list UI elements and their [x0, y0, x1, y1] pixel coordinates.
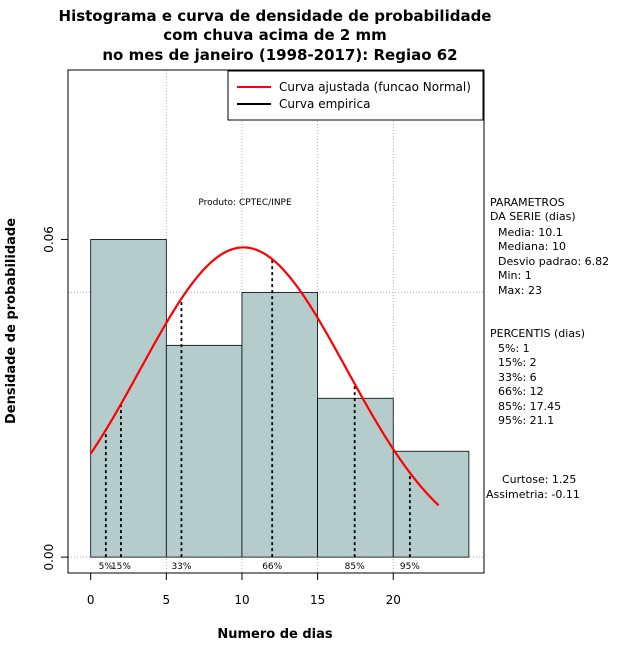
histogram-bar	[90, 239, 167, 558]
percentile-33: 33%: 6	[498, 371, 537, 384]
legend-box	[227, 70, 484, 121]
chart-title-line-1: Histograma e curva de densidade de proba…	[59, 7, 492, 25]
legend: Curva ajustada (funcao Normal) Curva emp…	[227, 70, 484, 121]
x-tick-label: 10	[234, 593, 249, 607]
stat-skewness: Assimetria: -0.11	[486, 488, 580, 501]
percentile-15: 15%: 2	[498, 356, 537, 369]
percentile-95: 95%: 21.1	[498, 414, 554, 427]
percentile-label: 5%	[99, 562, 114, 572]
percentile-85: 85%: 17.45	[498, 400, 561, 413]
percentile-label: 15%	[111, 562, 131, 572]
y-tick-label: 0.00	[42, 544, 56, 571]
params-header-line-1: PARAMETROS	[490, 196, 565, 209]
x-tick-label: 5	[163, 593, 171, 607]
percentile-5: 5%: 1	[498, 342, 530, 355]
x-axis: 0 5 10 15 20	[87, 572, 401, 607]
y-tick-label: 0.06	[42, 226, 56, 253]
percentile-label: 66%	[262, 562, 282, 572]
param-median: Mediana: 10	[498, 240, 566, 253]
param-mean: Media: 10.1	[498, 226, 563, 239]
product-credit: Produto: CPTEC/INPE	[198, 198, 292, 208]
legend-label-fitted: Curva ajustada (funcao Normal)	[279, 80, 471, 94]
fitted-normal-curve	[89, 246, 440, 507]
param-max: Max: 23	[498, 284, 542, 297]
histogram-bar	[165, 344, 243, 558]
x-tick-label: 20	[386, 593, 401, 607]
percentile-label: 85%	[345, 562, 365, 572]
chart-title: Histograma e curva de densidade de proba…	[59, 7, 492, 64]
percentiles-header: PERCENTIS (dias)	[490, 327, 585, 340]
legend-label-empirical: Curva empirica	[279, 97, 370, 111]
stat-kurtosis: Curtose: 1.25	[502, 473, 576, 486]
params-header-line-2: DA SERIE (dias)	[490, 210, 576, 223]
x-axis-title: Numero de dias	[217, 627, 333, 642]
param-min: Min: 1	[498, 269, 532, 282]
x-tick-label: 15	[310, 593, 325, 607]
percentile-lines: 5%15% 33% 66% 85% 95%	[99, 259, 420, 572]
percentile-label: 33%	[171, 562, 191, 572]
percentile-label: 95%	[400, 562, 420, 572]
percentile-66: 66%: 12	[498, 385, 544, 398]
x-tick-label: 0	[87, 593, 95, 607]
histogram-bars	[90, 239, 470, 558]
chart-title-line-3: no mes de janeiro (1998-2017): Regiao 62	[102, 46, 457, 64]
y-axis-title: Densidade de probabilidade	[4, 218, 19, 424]
y-axis: 0.00 0.06	[42, 226, 68, 570]
histogram-bar	[241, 291, 318, 558]
side-panel: PARAMETROS DA SERIE (dias) Media: 10.1 M…	[486, 196, 609, 501]
chart-title-line-2: com chuva acima de 2 mm	[163, 26, 387, 44]
param-std: Desvio padrao: 6.82	[498, 255, 609, 268]
